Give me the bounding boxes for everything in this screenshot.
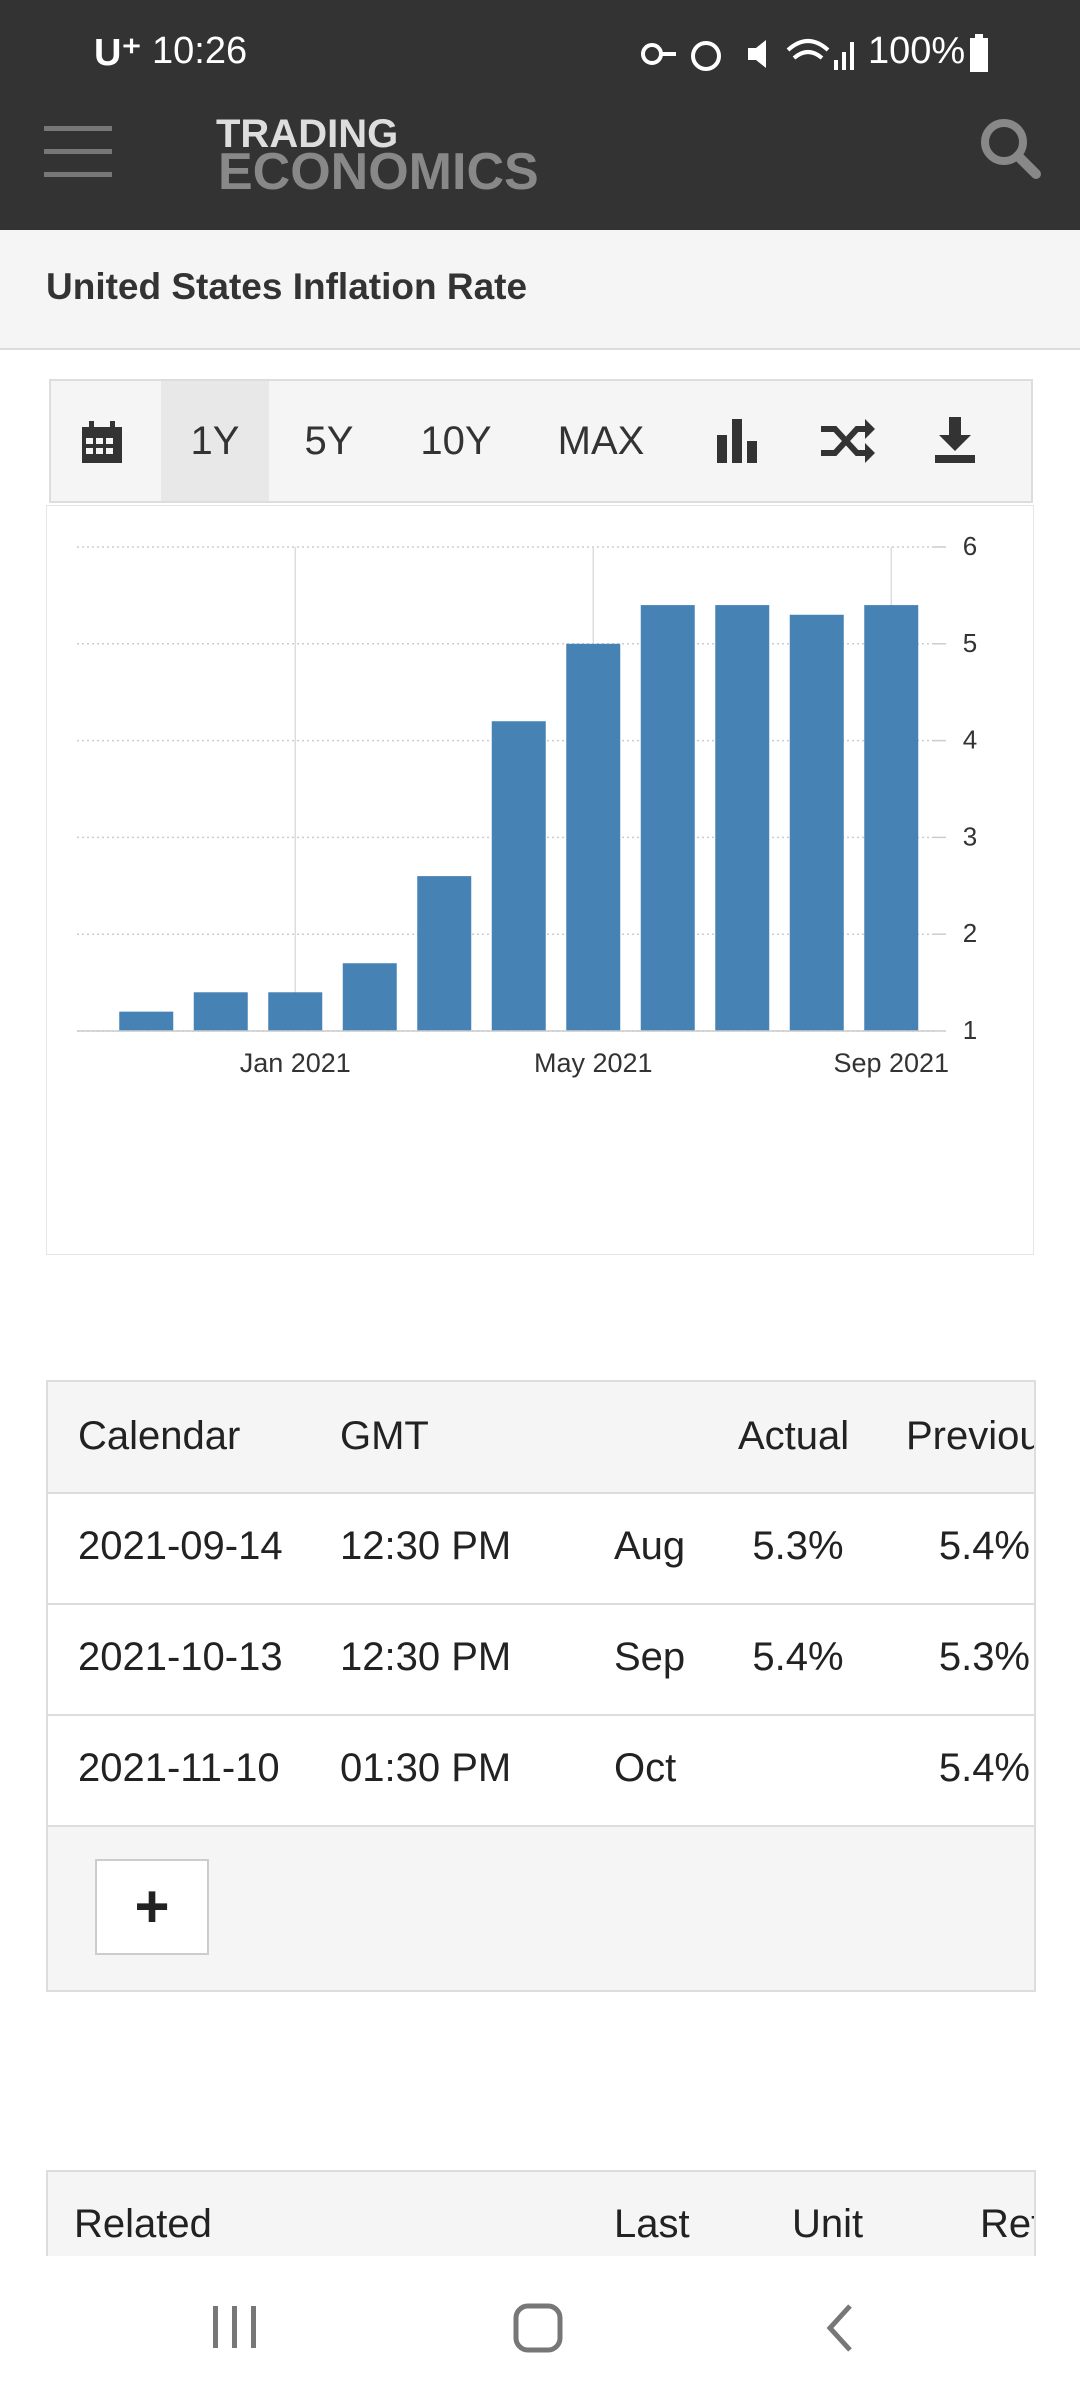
title-bar: United States Inflation Rate: [0, 230, 1080, 350]
bar: [640, 605, 695, 1031]
range-button[interactable]: 1Y: [161, 381, 269, 501]
y-tick-label: 6: [963, 531, 977, 561]
home-button[interactable]: [513, 2303, 563, 2353]
bar: [268, 992, 323, 1031]
app-header: TRADING ECONOMICS: [0, 104, 1080, 230]
battery-icon: [970, 34, 988, 72]
x-tick-label: May 2021: [534, 1048, 653, 1078]
row-divider: [48, 1603, 1034, 1605]
table-cell: 5.3%: [752, 1524, 844, 1568]
table-footer: [48, 1827, 1034, 1990]
page-title: United States Inflation Rate: [46, 266, 528, 307]
y-tick-label: 4: [963, 725, 977, 755]
table-cell: 5.3%: [938, 1635, 1030, 1679]
table-cell: 5.4%: [752, 1635, 844, 1679]
recent-apps-button[interactable]: [213, 2306, 256, 2348]
compare-button[interactable]: [821, 419, 875, 463]
column-header: Last: [614, 2202, 690, 2246]
search-button[interactable]: [978, 116, 1042, 180]
range-button[interactable]: 5Y: [304, 419, 354, 463]
calendar-table: Calendar GMT Actual Previous 2021-09-14 12:30…: [46, 1380, 1036, 1992]
y-tick-label: 5: [963, 628, 977, 658]
x-tick-label: Jan 2021: [240, 1048, 351, 1078]
table-cell: Aug: [614, 1524, 686, 1568]
row-divider: [48, 1714, 1034, 1716]
bar: [491, 721, 546, 1031]
y-tick-label: 2: [963, 918, 977, 948]
logo-bottom[interactable]: ECONOMICS: [218, 143, 539, 201]
bar: [566, 643, 621, 1031]
bar: [789, 614, 844, 1031]
calendar-button[interactable]: [81, 421, 123, 463]
row-divider: [48, 1492, 1034, 1494]
table-cell: 2021-09-14: [78, 1524, 283, 1568]
column-header: Actual: [738, 1414, 850, 1458]
navigation-bar: [0, 2256, 1080, 2400]
table-cell: 5.4%: [938, 1746, 1030, 1790]
column-header: Related: [74, 2202, 212, 2246]
column-header: Reference: [980, 2202, 1034, 2246]
bar: [715, 605, 770, 1031]
chart: 1 2 3 4 5 6 Jan 2021 May 2021 Sep 2021: [77, 531, 977, 1078]
bar: [193, 992, 248, 1031]
table-cell: 2021-11-10: [78, 1746, 280, 1790]
table-cell: 01:30 PM: [340, 1746, 512, 1790]
column-header: Unit: [792, 2202, 864, 2246]
chart-type-button[interactable]: [715, 419, 759, 463]
bar: [417, 876, 472, 1031]
y-tick-label: 1: [963, 1015, 977, 1045]
back-button[interactable]: [826, 2304, 852, 2352]
y-tick-label: 3: [963, 821, 977, 851]
carrier: U⁺: [94, 32, 142, 74]
chart-container: 1 2 3 4 5 6 Jan 2021 May 2021 Sep 2021: [46, 505, 1034, 1255]
more-button[interactable]: +: [95, 1859, 209, 1955]
range-button[interactable]: 10Y: [420, 419, 492, 463]
bar: [119, 1011, 174, 1031]
chart-toolbar: 1Y 5Y 10Y MAX: [49, 379, 1033, 503]
menu-button[interactable]: [44, 124, 114, 184]
table-header-bg: [48, 1382, 1034, 1492]
table-cell: 5.4%: [938, 1524, 1030, 1568]
bar: [342, 963, 397, 1031]
bar: [864, 605, 919, 1031]
status-bar: U⁺ 10:26 100%: [0, 0, 1080, 104]
nav-icons: [213, 2303, 852, 2353]
column-header: Calendar: [78, 1414, 241, 1458]
x-tick-label: Sep 2021: [833, 1048, 949, 1078]
related-table: Related Last Unit Reference: [46, 2170, 1036, 2258]
table-cell: Oct: [614, 1746, 677, 1790]
clock: 10:26: [152, 30, 248, 72]
column-header: GMT: [340, 1414, 429, 1458]
download-button[interactable]: [933, 417, 977, 463]
range-button[interactable]: MAX: [557, 419, 645, 463]
logo-top[interactable]: TRADING: [216, 112, 399, 156]
status-icons: [641, 39, 854, 71]
table-cell: Sep: [614, 1635, 686, 1679]
row-divider: [48, 1825, 1034, 1827]
battery-level: 100%: [868, 30, 966, 72]
table-cell: 12:30 PM: [340, 1635, 512, 1679]
table-cell: 2021-10-13: [78, 1635, 283, 1679]
table-cell: 12:30 PM: [340, 1524, 512, 1568]
column-header: Previous: [906, 1414, 1034, 1458]
